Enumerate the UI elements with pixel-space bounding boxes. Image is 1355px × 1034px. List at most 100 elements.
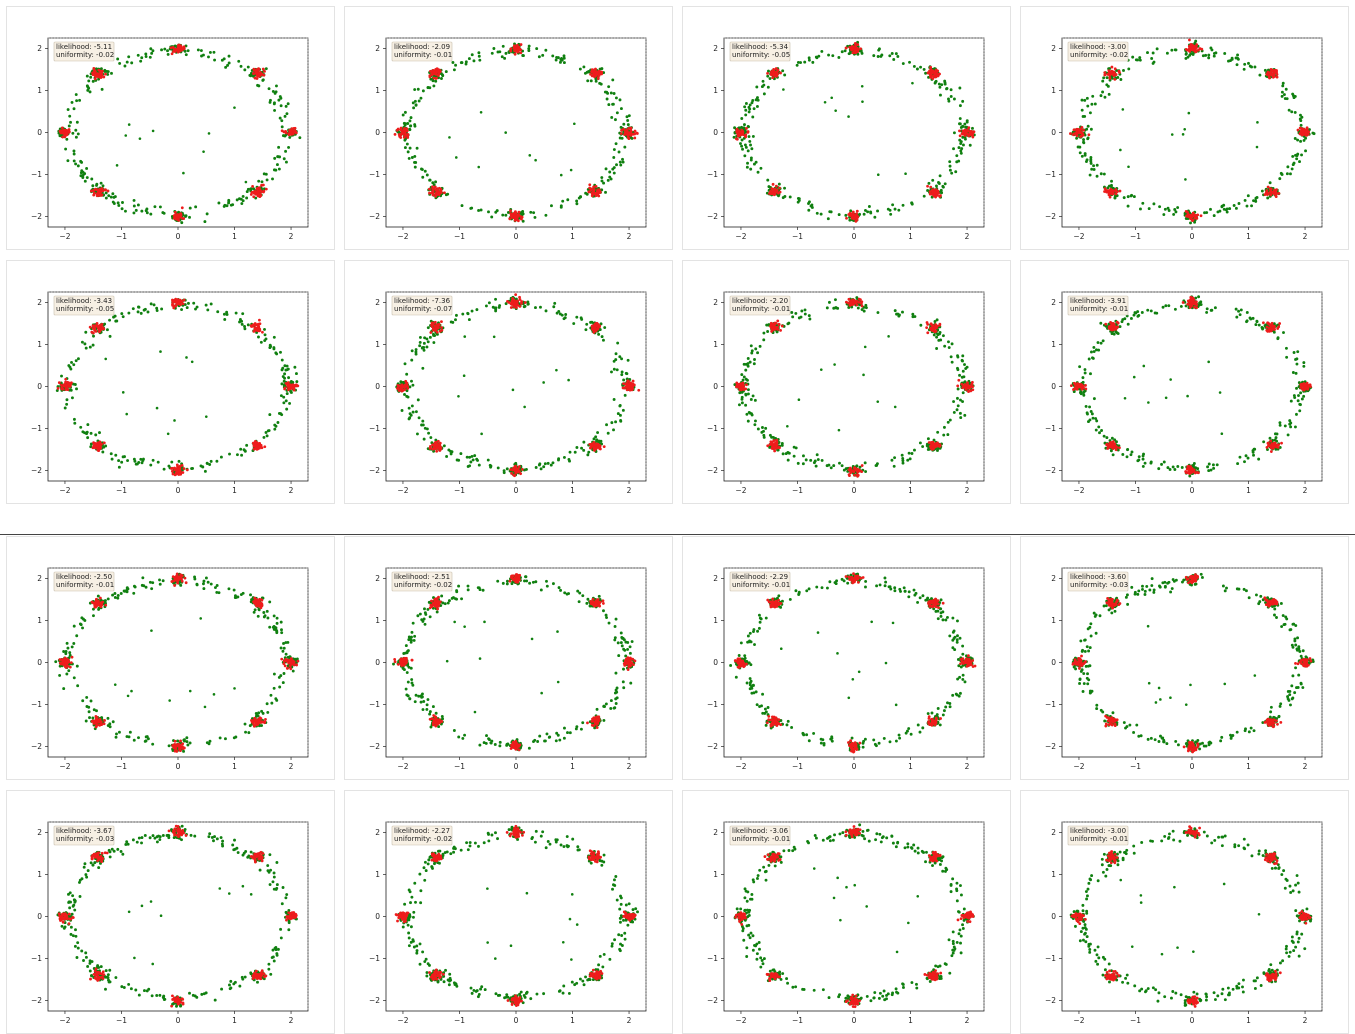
generated-point [74,135,78,139]
generated-point [1188,53,1192,57]
y-tick-label: −1 [31,170,42,179]
real-point [258,74,261,78]
generated-point [596,431,600,435]
real-point [621,386,625,390]
generated-point [91,79,95,83]
real-point [435,449,439,453]
generated-point [742,362,746,366]
generated-point [1258,73,1262,77]
generated-point [1089,161,1093,165]
generated-point [103,322,107,326]
real-point [1269,67,1273,71]
generated-point [85,167,89,170]
real-point [295,384,298,388]
generated-point [1296,138,1300,142]
generated-point [742,375,746,379]
generated-point [614,358,618,362]
generated-point [587,70,591,73]
generated-point [521,209,525,213]
real-point [1076,128,1080,132]
generated-point [413,154,417,158]
generated-point [864,208,867,212]
generated-point [766,74,770,78]
generated-point [104,196,108,200]
real-point [1079,135,1082,138]
generated-point [158,205,162,209]
generated-point [504,131,507,134]
real-point [519,215,523,218]
real-point [438,443,442,447]
generated-point [74,128,78,132]
generated-point [799,61,803,64]
generated-point [873,215,877,219]
real-point [104,188,107,192]
generated-point [933,320,937,323]
generated-point [268,343,272,347]
generated-point [162,211,166,215]
real-point [257,442,261,446]
generated-point [1170,133,1174,136]
generated-point [173,419,176,422]
generated-point [795,63,799,67]
real-point [89,189,93,193]
generated-point [494,306,498,310]
generated-point [117,459,121,463]
generated-point [426,340,430,344]
real-point [91,73,95,77]
generated-point [1095,163,1099,167]
generated-point [109,195,113,199]
real-point [173,50,177,53]
generated-point [952,97,956,101]
generated-point [155,306,159,310]
generated-point [243,327,247,331]
generated-point [55,389,59,392]
real-point [515,43,519,47]
generated-point [594,79,598,83]
generated-point [277,98,281,102]
generated-point [85,84,89,88]
generated-point [803,308,807,312]
generated-point [272,335,276,339]
generated-point [1126,204,1130,208]
generated-point [209,459,213,463]
generated-point [612,166,616,170]
real-point [292,385,296,389]
real-point [252,72,255,75]
real-point [262,73,266,77]
generated-point [428,335,432,339]
generated-point [454,318,457,322]
real-point [775,188,779,192]
generated-point [464,62,468,66]
generated-point [280,382,284,386]
real-point [286,388,290,392]
generated-point [543,462,547,466]
generated-point [1099,94,1103,98]
generated-point [1173,48,1177,52]
real-point [181,302,185,306]
generated-point [413,165,417,169]
generated-point [838,461,841,465]
generated-point [1282,93,1286,96]
real-point [400,383,404,387]
real-point [435,67,439,71]
generated-point [890,51,894,55]
generated-point [295,380,299,384]
x-tick-label: 2 [289,486,294,495]
generated-point [1209,46,1213,50]
generated-point [586,79,590,83]
real-point [1108,76,1112,80]
generated-point [1090,167,1094,171]
real-point [61,131,65,135]
generated-point [836,306,840,310]
generated-point [117,204,121,207]
real-point [589,446,592,450]
generated-point [275,352,279,356]
generated-point [610,421,614,425]
generated-point [414,352,418,356]
generated-point [411,410,415,414]
generated-point [279,104,283,108]
real-point [66,129,70,133]
generated-point [71,131,75,135]
generated-point [603,90,607,94]
real-point [928,190,932,194]
